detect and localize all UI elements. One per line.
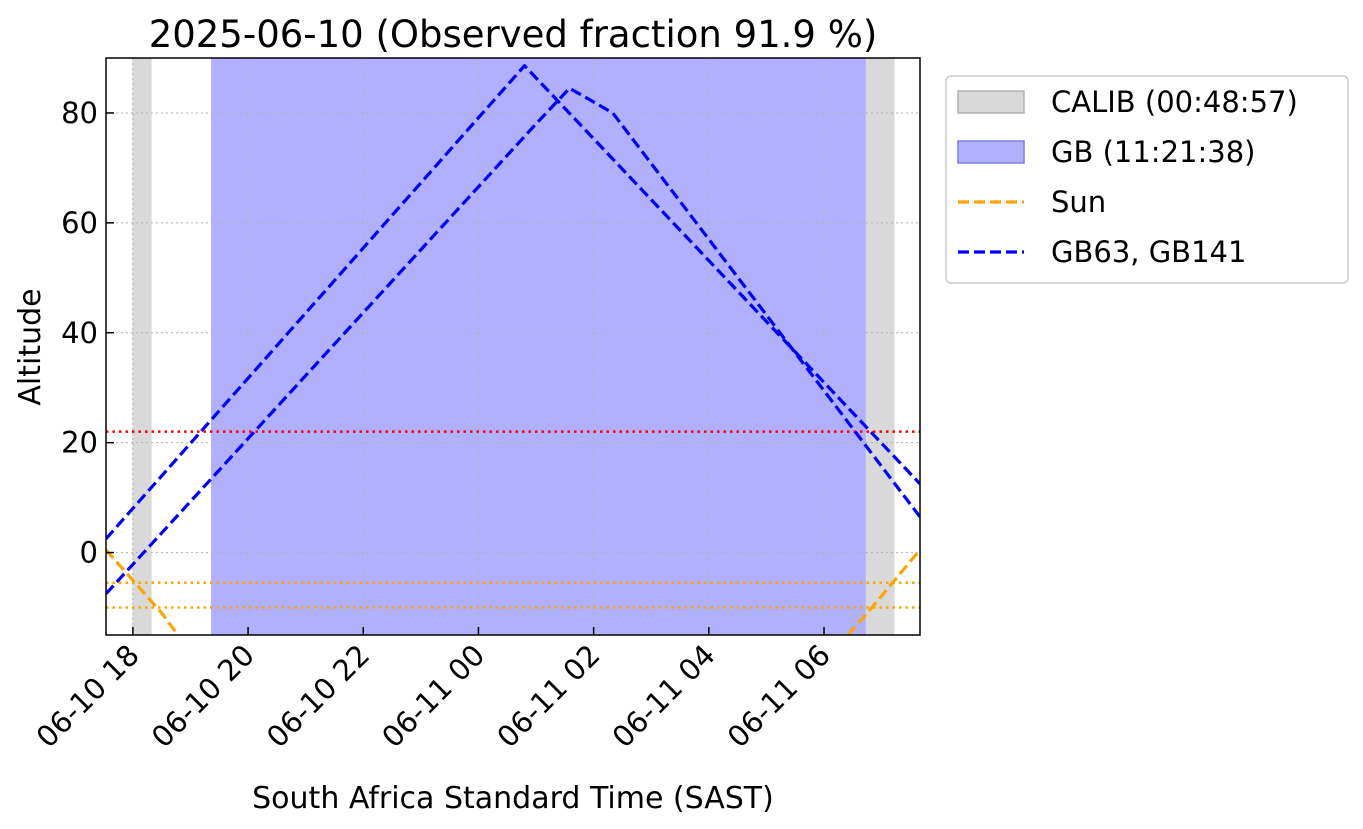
- x-tick-label-0: 06-10 18: [30, 638, 146, 754]
- x-tick-label-1: 06-10 20: [145, 638, 261, 754]
- x-tick-label-2: 06-10 22: [260, 638, 376, 754]
- span-1-0: [211, 58, 866, 635]
- plot-content: [106, 58, 920, 635]
- legend-label-2: Sun: [1051, 185, 1106, 219]
- y-tick-label-1: 20: [61, 426, 98, 460]
- y-tick-label-0: 0: [80, 536, 98, 570]
- y-tick-label-2: 40: [61, 316, 98, 350]
- y-tick-label-3: 60: [61, 206, 98, 240]
- legend: CALIB (00:48:57) GB (11:21:38) Sun GB63, GB…: [945, 75, 1349, 284]
- legend-swatch-1: [957, 140, 1025, 164]
- span-0-0: [132, 58, 152, 635]
- legend-box: [945, 75, 1349, 284]
- series-1-line-1: [106, 86, 920, 595]
- legend-label-3: GB63, GB141: [1051, 235, 1246, 269]
- span-0-1: [864, 58, 895, 635]
- x-axis-label: South Africa Standard Time (SAST): [252, 781, 774, 816]
- y-tick-label-4: 80: [61, 96, 98, 130]
- plot-frame: [105, 57, 921, 636]
- x-tick-label-5: 06-11 04: [606, 638, 722, 754]
- legend-swatch-0: [957, 90, 1025, 114]
- legend-label-1: GB (11:21:38): [1051, 135, 1255, 169]
- x-tick-label-6: 06-11 06: [721, 638, 837, 754]
- x-tick-label-3: 06-11 00: [375, 638, 491, 754]
- x-tick-label-4: 06-11 02: [490, 638, 606, 754]
- legend-label-0: CALIB (00:48:57): [1051, 85, 1298, 119]
- y-axis-label: Altitude: [13, 288, 48, 405]
- chart-title: 2025-06-10 (Observed fraction 91.9 %): [149, 13, 878, 56]
- series-0-line-1: [846, 548, 920, 635]
- series-0-line-0: [106, 548, 180, 635]
